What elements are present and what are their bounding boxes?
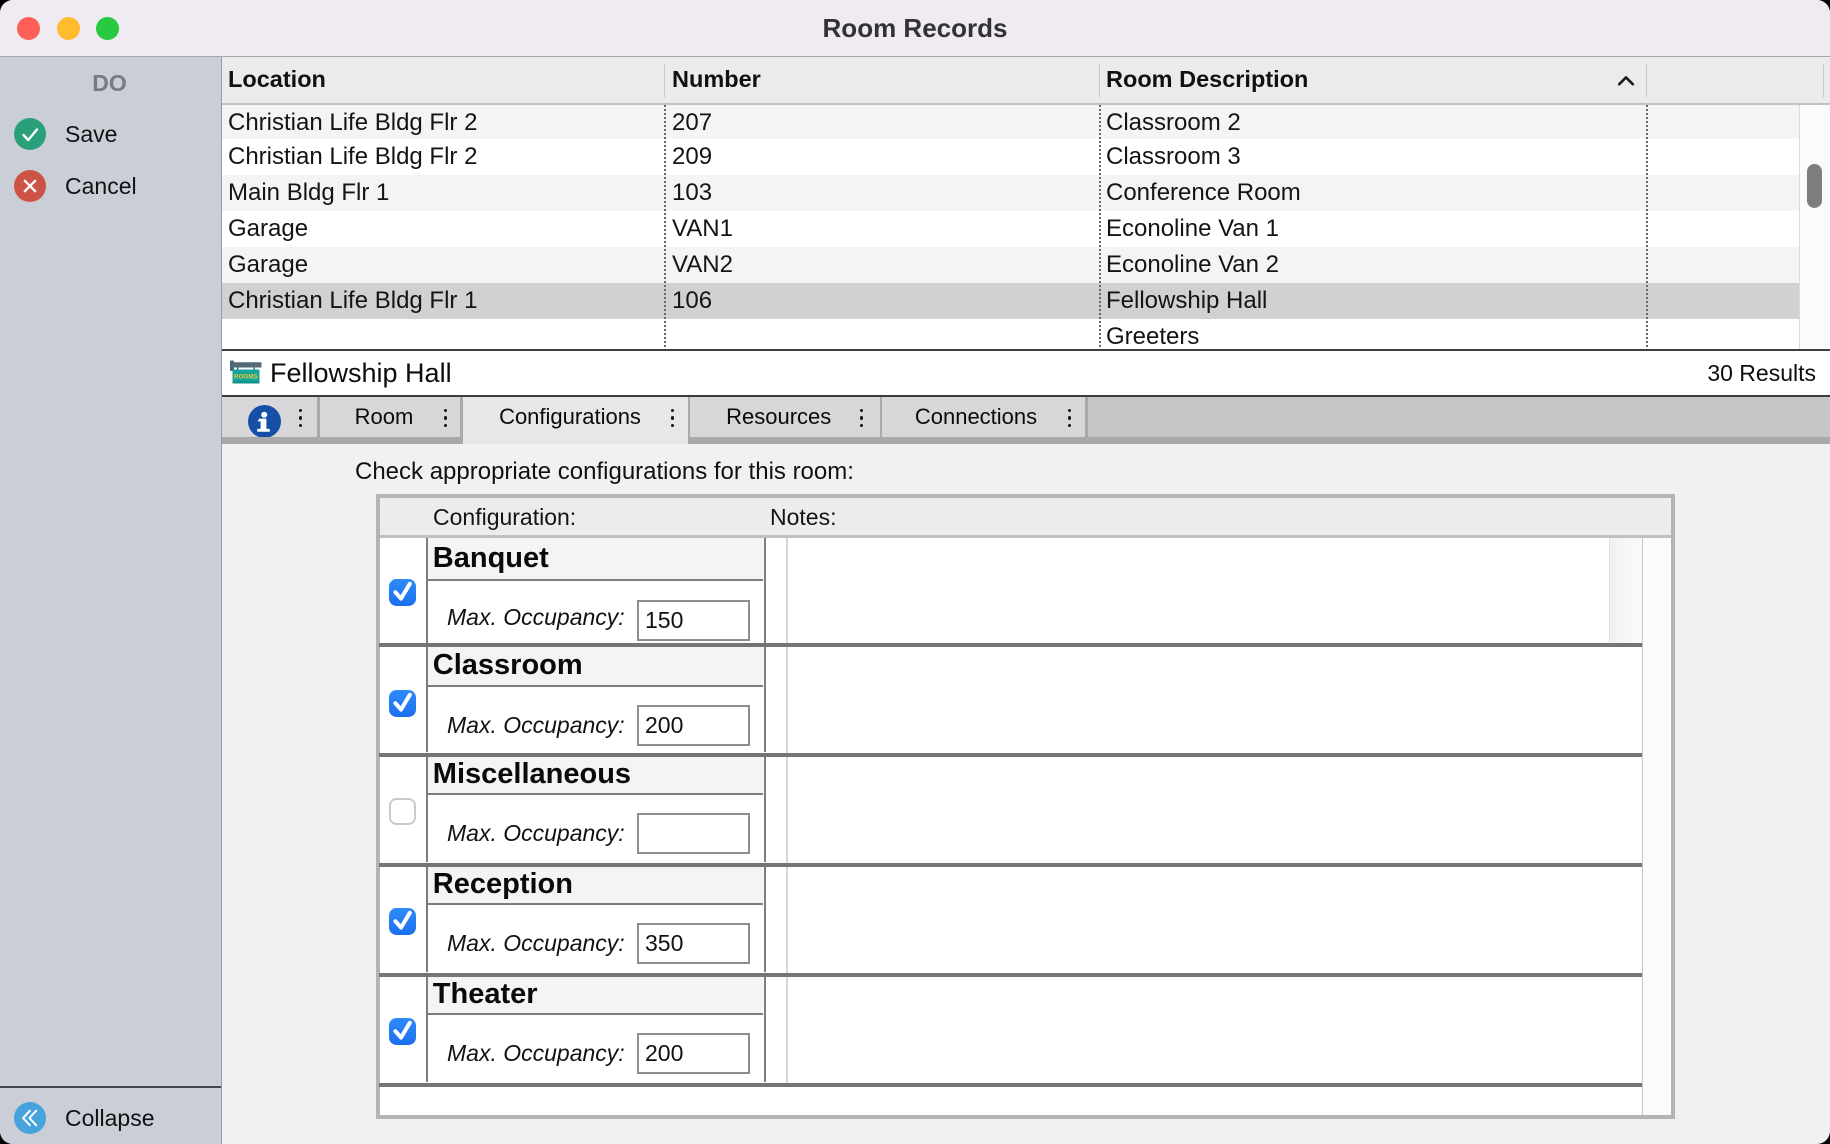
- svg-text:ROOMS: ROOMS: [234, 374, 258, 380]
